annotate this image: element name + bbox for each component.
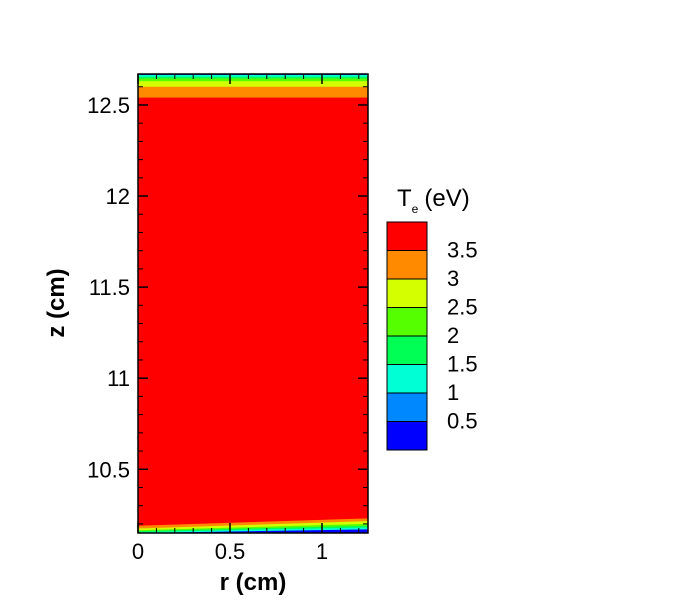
legend: Te (eV) 3.5 3 2.5 2 1.5 1 0.5 bbox=[386, 185, 478, 451]
legend-swatch bbox=[386, 421, 428, 451]
legend-label: 2 bbox=[447, 323, 459, 348]
legend-label: 1.5 bbox=[447, 352, 478, 377]
legend-swatch bbox=[386, 221, 428, 251]
contour-bands bbox=[138, 74, 368, 533]
y-axis: 10.5 11 11.5 12 12.5 bbox=[87, 93, 368, 482]
plot-frame bbox=[137, 73, 369, 534]
y-tick-label: 12.5 bbox=[87, 93, 130, 118]
legend-swatch bbox=[386, 307, 428, 337]
x-axis: 0 0.5 1 bbox=[132, 74, 328, 564]
legend-title: Te (eV) bbox=[397, 185, 470, 216]
x-axis-title: r (cm) bbox=[220, 569, 287, 596]
y-tick-label: 10.5 bbox=[87, 457, 130, 482]
y-tick-label: 11.5 bbox=[89, 275, 130, 300]
legend-swatch bbox=[386, 250, 428, 280]
y-axis-title: z (cm) bbox=[43, 268, 70, 337]
legend-label: 3.5 bbox=[447, 238, 478, 263]
x-tick-label: 0 bbox=[132, 539, 144, 564]
legend-label: 0.5 bbox=[447, 409, 478, 434]
legend-label: 1 bbox=[447, 380, 459, 405]
legend-label: 2.5 bbox=[447, 295, 478, 320]
legend-swatch bbox=[386, 278, 428, 308]
legend-swatch bbox=[386, 335, 428, 365]
x-tick-label: 1 bbox=[316, 539, 328, 564]
legend-swatch bbox=[386, 392, 428, 422]
contour-band-3.5 bbox=[138, 97, 368, 526]
y-tick-label: 12 bbox=[106, 184, 130, 209]
legend-title-subscript: e bbox=[412, 202, 419, 216]
legend-label: 3 bbox=[447, 266, 459, 291]
legend-title-unit: (eV) bbox=[424, 185, 469, 212]
x-tick-label: 0.5 bbox=[215, 539, 246, 564]
legend-title-main: T bbox=[397, 185, 412, 212]
y-tick-label: 11 bbox=[107, 366, 130, 391]
legend-swatch bbox=[386, 364, 428, 394]
